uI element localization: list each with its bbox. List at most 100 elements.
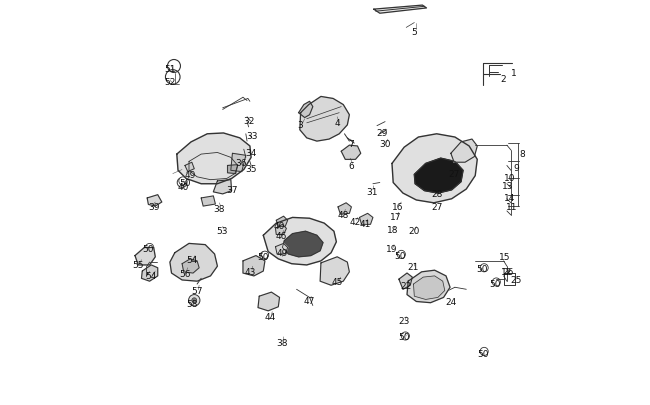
Polygon shape (451, 140, 477, 163)
Text: 54: 54 (146, 272, 157, 281)
Text: 53: 53 (216, 226, 228, 235)
Text: 38: 38 (214, 204, 225, 213)
Text: 42: 42 (350, 217, 361, 226)
Polygon shape (185, 163, 194, 172)
Text: 12: 12 (501, 267, 513, 276)
Polygon shape (276, 225, 287, 235)
Circle shape (480, 347, 488, 356)
Text: 36: 36 (235, 158, 246, 167)
Text: 15: 15 (499, 253, 510, 262)
Polygon shape (231, 154, 246, 172)
Polygon shape (258, 292, 280, 311)
Text: 46: 46 (276, 231, 287, 240)
Text: 25: 25 (510, 275, 521, 284)
Polygon shape (282, 232, 323, 257)
Polygon shape (142, 265, 158, 281)
Text: 3: 3 (298, 121, 304, 130)
Text: 48: 48 (337, 210, 349, 219)
Polygon shape (300, 97, 349, 142)
Polygon shape (263, 218, 336, 265)
Text: 49: 49 (277, 249, 288, 258)
Text: 50: 50 (395, 252, 406, 260)
Polygon shape (392, 134, 477, 203)
Text: 31: 31 (367, 187, 378, 196)
Text: 39: 39 (148, 202, 159, 211)
Text: 27: 27 (448, 170, 460, 179)
Text: 23: 23 (398, 316, 410, 325)
Text: 58: 58 (186, 299, 198, 308)
Text: 17: 17 (390, 212, 402, 221)
Polygon shape (338, 203, 352, 215)
Text: 50: 50 (489, 279, 501, 288)
Text: 47: 47 (304, 296, 315, 305)
Text: 50: 50 (257, 253, 269, 262)
Text: 14: 14 (504, 194, 516, 203)
Text: 16: 16 (393, 202, 404, 211)
Text: 5: 5 (411, 28, 417, 37)
Circle shape (397, 251, 406, 259)
Text: 20: 20 (409, 226, 420, 235)
Text: 19: 19 (386, 245, 398, 254)
Text: 50: 50 (478, 349, 489, 358)
Text: 43: 43 (244, 268, 256, 277)
Text: 52: 52 (164, 77, 176, 86)
Text: 7: 7 (348, 139, 354, 148)
Text: 21: 21 (408, 263, 419, 272)
Circle shape (480, 264, 488, 272)
Text: 22: 22 (400, 281, 412, 290)
Text: 29: 29 (376, 129, 387, 138)
Text: 34: 34 (246, 149, 257, 158)
Circle shape (261, 252, 268, 259)
Text: 37: 37 (226, 186, 237, 195)
Polygon shape (374, 6, 426, 14)
Text: 50: 50 (179, 179, 190, 188)
Text: 50: 50 (477, 265, 488, 274)
Polygon shape (147, 195, 162, 207)
Text: 6: 6 (348, 162, 354, 171)
Polygon shape (399, 273, 412, 290)
Polygon shape (201, 196, 215, 207)
Text: 40: 40 (274, 221, 285, 230)
Polygon shape (413, 276, 445, 300)
Polygon shape (276, 217, 288, 227)
Polygon shape (213, 180, 231, 194)
Text: 50: 50 (142, 245, 154, 254)
Circle shape (492, 278, 500, 286)
Polygon shape (341, 146, 361, 160)
Text: 24: 24 (445, 297, 456, 306)
Circle shape (188, 295, 200, 306)
Text: 44: 44 (265, 312, 276, 321)
Circle shape (179, 177, 187, 185)
Polygon shape (298, 102, 313, 118)
Text: 57: 57 (192, 286, 203, 295)
Polygon shape (182, 259, 199, 273)
Polygon shape (243, 256, 265, 276)
Text: 54: 54 (186, 256, 198, 264)
Text: 11: 11 (506, 202, 517, 211)
Polygon shape (414, 159, 463, 194)
Text: 1: 1 (511, 68, 517, 77)
Text: 9: 9 (513, 164, 519, 173)
Text: 26: 26 (502, 267, 514, 276)
Text: 33: 33 (246, 131, 257, 140)
Polygon shape (227, 165, 238, 174)
Text: 4: 4 (334, 119, 340, 128)
Text: 45: 45 (332, 278, 343, 287)
Text: 32: 32 (243, 117, 254, 126)
Polygon shape (170, 244, 217, 281)
Text: 10: 10 (504, 174, 515, 183)
Text: 41: 41 (360, 220, 371, 228)
Text: 35: 35 (245, 165, 257, 174)
Text: 2: 2 (501, 75, 506, 83)
Circle shape (192, 298, 197, 303)
Text: 30: 30 (380, 140, 391, 149)
Polygon shape (276, 244, 288, 254)
Polygon shape (135, 248, 155, 265)
Text: 27: 27 (431, 202, 443, 211)
Text: 49: 49 (185, 171, 196, 179)
Text: 8: 8 (519, 149, 525, 158)
Text: 18: 18 (387, 226, 398, 234)
Text: 50: 50 (398, 333, 410, 341)
Polygon shape (320, 257, 349, 286)
Text: 56: 56 (179, 269, 191, 278)
